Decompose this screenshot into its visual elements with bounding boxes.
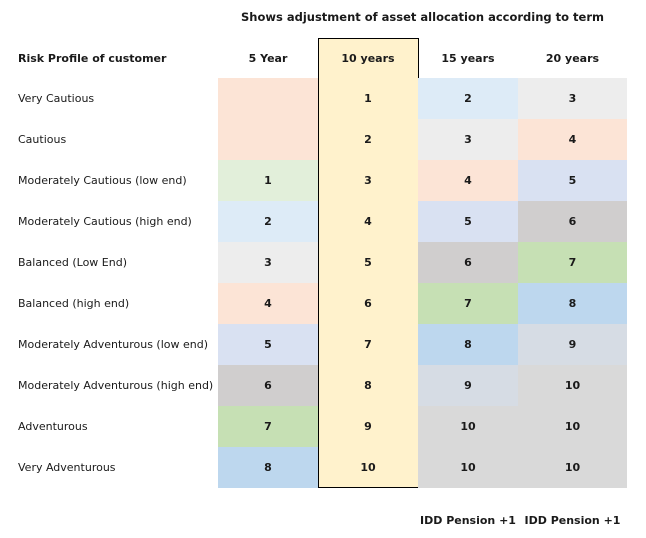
cell-5-year: 6: [218, 365, 318, 406]
cell-10-years: 5: [364, 256, 372, 269]
cell-10-years: 2: [364, 133, 372, 146]
cell-20-years: 10: [518, 406, 627, 447]
allocation-table: Risk Profile of customer 5 Year 10 years…: [14, 38, 627, 488]
cell-15-years: 4: [418, 160, 518, 201]
footer-note-20-years: IDD Pension +1: [524, 514, 621, 527]
cell-5-year: [218, 119, 318, 160]
row-profile-label: Moderately Adventurous (high end): [18, 378, 214, 392]
cell-20-years: 6: [518, 201, 627, 242]
row-profile-label: Balanced (Low End): [18, 255, 127, 269]
cell-20-years: 8: [518, 283, 627, 324]
cell-15-years: 10: [418, 447, 518, 488]
footer-note-15-years: IDD Pension +1: [420, 514, 516, 527]
row-profile-label: Cautious: [18, 132, 67, 146]
cell-15-years: 5: [418, 201, 518, 242]
cell-10-years: 8: [364, 379, 372, 392]
cell-5-year: 1: [218, 160, 318, 201]
header-5-year: 5 Year: [248, 51, 288, 65]
header-15-years: 15 years: [441, 51, 495, 65]
cell-10-years: 1: [364, 92, 372, 105]
cell-5-year: 4: [218, 283, 318, 324]
cell-10-years: 7: [364, 338, 372, 351]
cell-10-years: 10: [360, 461, 376, 474]
cell-20-years: 4: [518, 119, 627, 160]
cell-20-years: 10: [518, 447, 627, 488]
cell-15-years: 8: [418, 324, 518, 365]
cell-15-years: 3: [418, 119, 518, 160]
cell-10-years: 6: [364, 297, 372, 310]
cell-15-years: 10: [418, 406, 518, 447]
table-title: Shows adjustment of asset allocation acc…: [240, 10, 604, 24]
cell-10-years: 4: [364, 215, 372, 228]
row-profile-label: Moderately Cautious (low end): [18, 173, 187, 187]
cell-10-years: 3: [364, 174, 372, 187]
row-profile-label: Moderately Cautious (high end): [18, 214, 192, 228]
cell-5-year: 3: [218, 242, 318, 283]
row-profile-label: Adventurous: [18, 419, 88, 433]
cell-15-years: 2: [418, 78, 518, 119]
cell-5-year: [218, 78, 318, 119]
row-profile-label: Very Cautious: [18, 91, 95, 105]
row-profile-label: Moderately Adventurous (low end): [18, 337, 209, 351]
cell-20-years: 9: [518, 324, 627, 365]
header-risk-profile: Risk Profile of customer: [18, 51, 167, 65]
cell-15-years: 7: [418, 283, 518, 324]
header-10-years: 10 years: [341, 51, 395, 65]
ten-year-highlight-column: [318, 38, 419, 488]
cell-20-years: 3: [518, 78, 627, 119]
row-profile-label: Balanced (high end): [18, 296, 130, 310]
cell-20-years: 10: [518, 365, 627, 406]
cell-5-year: 5: [218, 324, 318, 365]
cell-5-year: 7: [218, 406, 318, 447]
cell-10-years: 9: [364, 420, 372, 433]
row-profile-label: Very Adventurous: [18, 460, 116, 474]
cell-5-year: 8: [218, 447, 318, 488]
cell-5-year: 2: [218, 201, 318, 242]
cell-15-years: 6: [418, 242, 518, 283]
header-20-years: 20 years: [545, 51, 600, 65]
cell-20-years: 7: [518, 242, 627, 283]
cell-20-years: 5: [518, 160, 627, 201]
cell-15-years: 9: [418, 365, 518, 406]
